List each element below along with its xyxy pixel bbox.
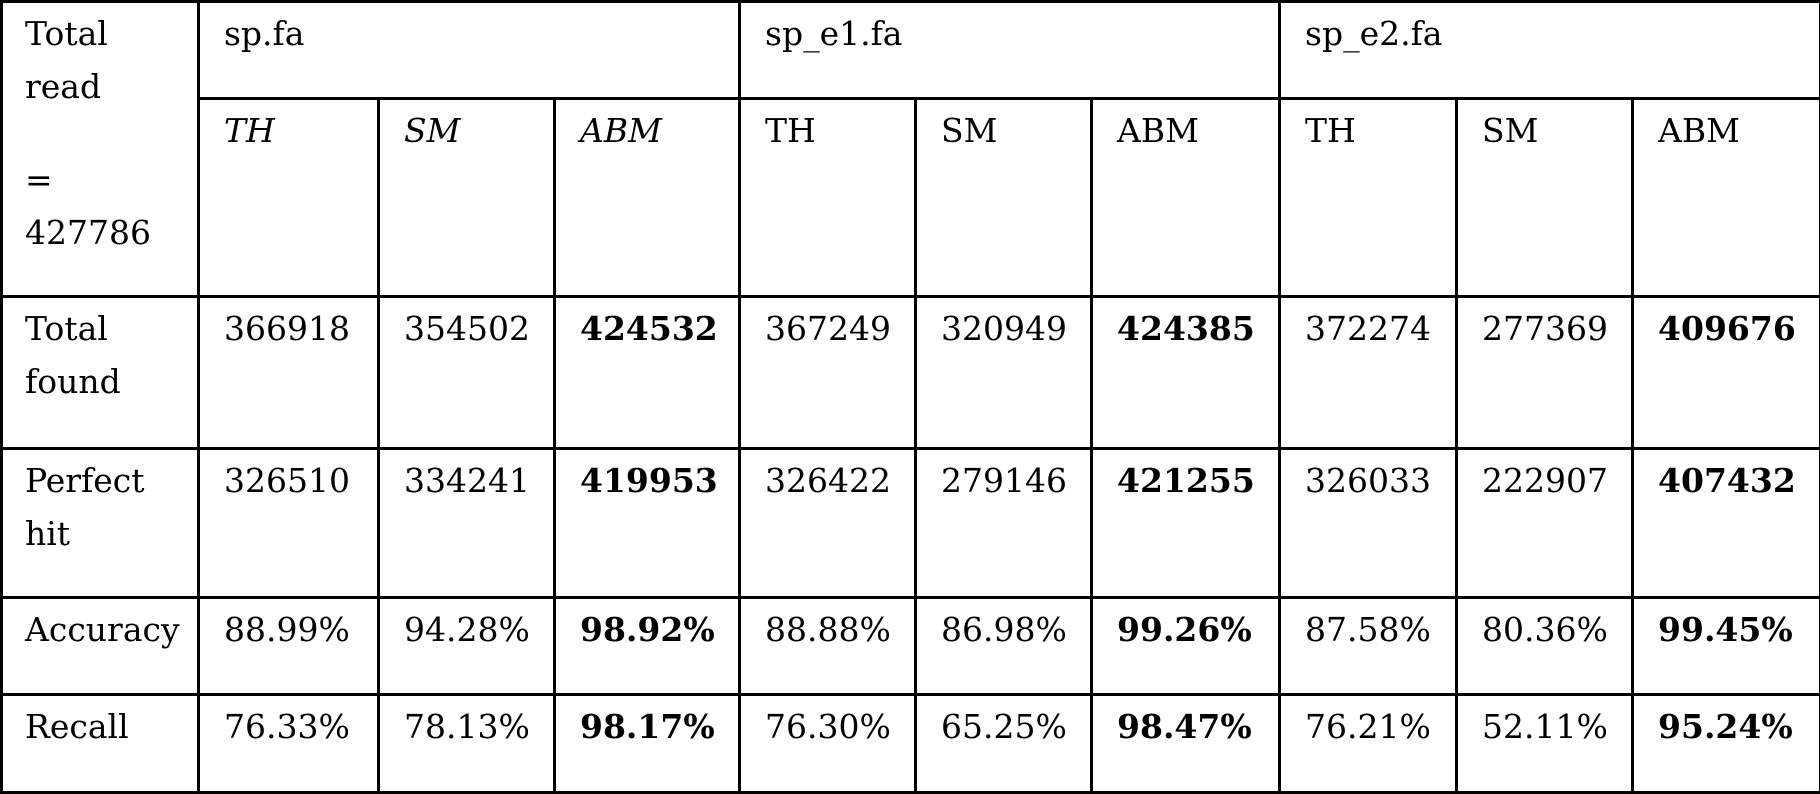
- table-cell: 277369: [1457, 297, 1633, 449]
- header-row-methods: TH SM ABM TH SM ABM TH SM ABM: [2, 99, 1820, 297]
- table-cell: 76.33%: [199, 695, 379, 793]
- table-cell: 88.88%: [740, 598, 916, 695]
- corner-line2: =: [25, 153, 187, 206]
- table-cell: 367249: [740, 297, 916, 449]
- method-header: TH: [1280, 99, 1457, 297]
- table-cell: 354502: [379, 297, 555, 449]
- table-cell-best: 95.24%: [1633, 695, 1820, 793]
- row-label: Perfect hit: [2, 449, 199, 598]
- file-header-sp-e1: sp_e1.fa: [740, 2, 1280, 99]
- table-cell-best: 419953: [555, 449, 740, 598]
- method-header: SM: [379, 99, 555, 297]
- method-header: SM: [1457, 99, 1633, 297]
- table-cell-best: 424385: [1092, 297, 1280, 449]
- table-row-perfect-hit: Perfect hit 326510 334241 419953 326422 …: [2, 449, 1820, 598]
- table-cell-best: 98.92%: [555, 598, 740, 695]
- table-cell: 80.36%: [1457, 598, 1633, 695]
- table-cell: 326033: [1280, 449, 1457, 598]
- row-label: Recall: [2, 695, 199, 793]
- file-header-sp: sp.fa: [199, 2, 740, 99]
- table-cell: 326422: [740, 449, 916, 598]
- method-header: SM: [916, 99, 1092, 297]
- table-cell-best: 424532: [555, 297, 740, 449]
- table-cell: 326510: [199, 449, 379, 598]
- table-cell-best: 98.17%: [555, 695, 740, 793]
- method-header: TH: [199, 99, 379, 297]
- method-header: ABM: [1092, 99, 1280, 297]
- table-cell-best: 407432: [1633, 449, 1820, 598]
- file-header-sp-e2: sp_e2.fa: [1280, 2, 1820, 99]
- table-row-accuracy: Accuracy 88.99% 94.28% 98.92% 88.88% 86.…: [2, 598, 1820, 695]
- header-row-files: Total read = 427786 sp.fa sp_e1.fa sp_e2…: [2, 2, 1820, 99]
- method-header: ABM: [1633, 99, 1820, 297]
- table-cell: 279146: [916, 449, 1092, 598]
- corner-line3: 427786: [25, 206, 187, 259]
- table-row-recall: Recall 76.33% 78.13% 98.17% 76.30% 65.25…: [2, 695, 1820, 793]
- method-header: ABM: [555, 99, 740, 297]
- table-cell-best: 421255: [1092, 449, 1280, 598]
- table-cell-best: 98.47%: [1092, 695, 1280, 793]
- row-label: Total found: [2, 297, 199, 449]
- table-cell-best: 99.26%: [1092, 598, 1280, 695]
- table-cell: 334241: [379, 449, 555, 598]
- table-cell: 94.28%: [379, 598, 555, 695]
- method-header: TH: [740, 99, 916, 297]
- table-cell: 366918: [199, 297, 379, 449]
- table-cell-best: 99.45%: [1633, 598, 1820, 695]
- table-cell: 76.21%: [1280, 695, 1457, 793]
- table-cell-best: 409676: [1633, 297, 1820, 449]
- table-cell: 65.25%: [916, 695, 1092, 793]
- table-cell: 372274: [1280, 297, 1457, 449]
- table-cell: 86.98%: [916, 598, 1092, 695]
- table-row-total-found: Total found 366918 354502 424532 367249 …: [2, 297, 1820, 449]
- table-cell: 87.58%: [1280, 598, 1457, 695]
- row-label: Accuracy: [2, 598, 199, 695]
- table-cell: 320949: [916, 297, 1092, 449]
- corner-line1: Total read: [25, 14, 108, 106]
- corner-cell: Total read = 427786: [2, 2, 199, 297]
- table-cell: 78.13%: [379, 695, 555, 793]
- table-cell: 88.99%: [199, 598, 379, 695]
- table-cell: 76.30%: [740, 695, 916, 793]
- table-cell: 222907: [1457, 449, 1633, 598]
- table-cell: 52.11%: [1457, 695, 1633, 793]
